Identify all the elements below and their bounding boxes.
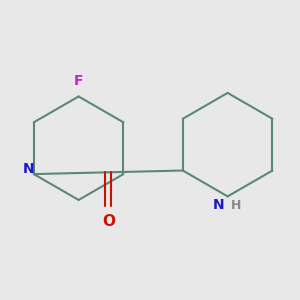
Text: H: H (231, 199, 242, 212)
Text: N: N (212, 198, 224, 212)
Text: N: N (22, 162, 34, 176)
Text: F: F (74, 74, 83, 88)
Text: O: O (102, 214, 115, 229)
